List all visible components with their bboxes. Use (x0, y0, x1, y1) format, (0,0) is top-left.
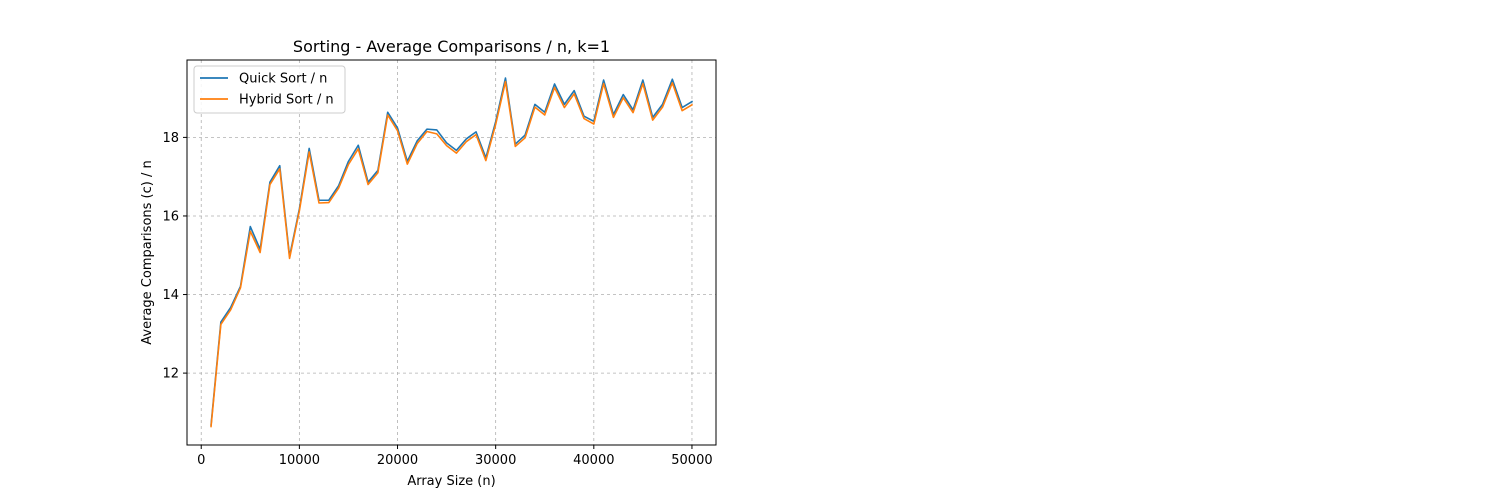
y-tick-label: 18 (162, 131, 179, 146)
x-axis-ticks: 0 10000 20000 30000 40000 50000 (197, 445, 713, 468)
y-axis-ticks: 12 14 16 18 (162, 131, 187, 382)
x-tick-label: 10000 (279, 453, 320, 468)
legend-label: Hybrid Sort / n (239, 93, 334, 108)
x-tick-label: 30000 (475, 453, 516, 468)
x-tick-label: 0 (197, 453, 205, 468)
plot-area-frame (186, 59, 717, 446)
legend-box (193, 65, 346, 114)
legend-label: Quick Sort / n (239, 72, 327, 87)
legend-item: Quick Sort / n (200, 72, 327, 87)
y-tick-label: 16 (162, 209, 179, 224)
y-axis-label: Average Comparisons (c) / n (140, 160, 155, 344)
legend-item: Hybrid Sort / n (200, 93, 334, 108)
y-tick-label: 14 (162, 288, 179, 303)
x-tick-label: 40000 (573, 453, 614, 468)
series-lines (210, 77, 694, 428)
series-line (210, 80, 694, 428)
chart-title: Sorting - Average Comparisons / n, k=1 (293, 37, 610, 56)
x-tick-label: 20000 (377, 453, 418, 468)
series-2 (210, 80, 694, 428)
grid-lines (187, 60, 716, 445)
legend: Quick Sort / n Hybrid Sort / n (193, 65, 346, 114)
x-tick-label: 50000 (671, 453, 712, 468)
y-tick-label: 12 (162, 367, 179, 382)
x-axis-label: Array Size (n) (407, 474, 495, 489)
